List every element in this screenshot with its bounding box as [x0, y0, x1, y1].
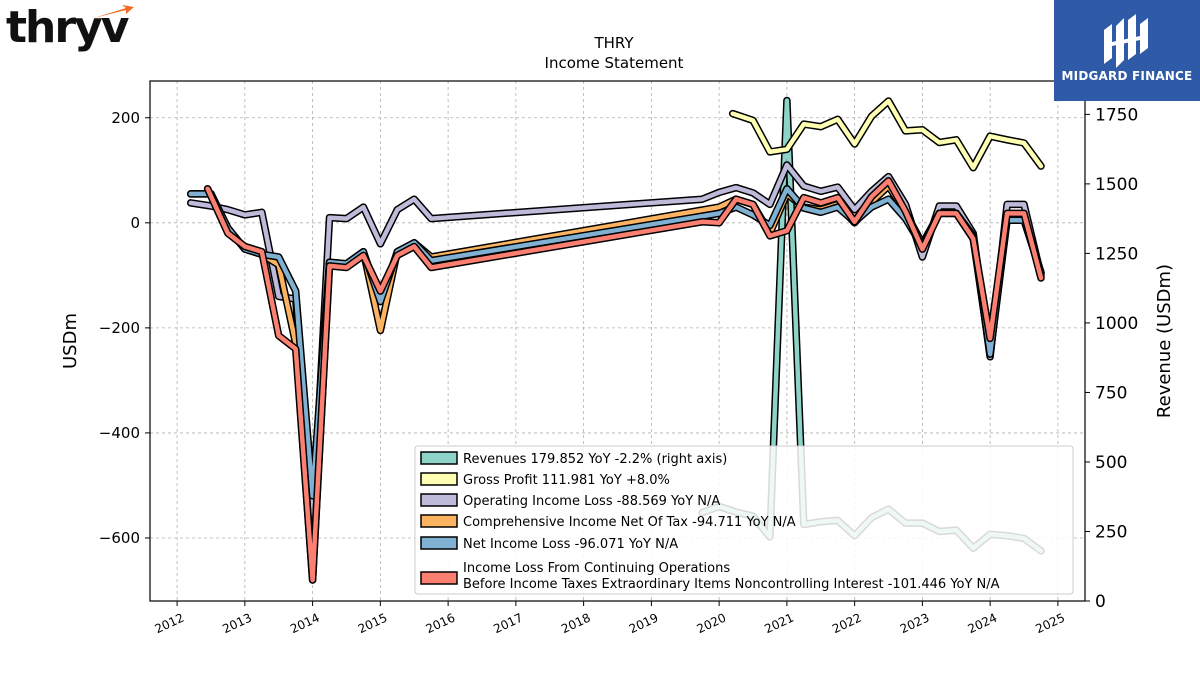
y-right-tick-label: 250 [1095, 522, 1127, 542]
legend-label: Income Loss From Continuing Operations [463, 561, 730, 576]
y-left-tick-label: 0 [130, 214, 140, 232]
x-tick-label: 2021 [762, 611, 796, 637]
series-layer [186, 96, 1045, 584]
chart-title: THRY [593, 34, 634, 52]
y-axis-left-label: USDm [60, 313, 81, 369]
x-tick-label: 2013 [220, 611, 254, 637]
x-tick-label: 2025 [1033, 611, 1067, 637]
legend-swatch [420, 451, 458, 465]
midgard-emblem-icon [1104, 14, 1148, 68]
x-tick-label: 2017 [491, 611, 525, 637]
y-left-tick-label: 200 [111, 109, 140, 127]
y-left-tick-label: −400 [99, 424, 140, 442]
x-tick-label: 2015 [356, 611, 390, 637]
chart-subtitle: Income Statement [545, 54, 684, 72]
y-right-tick-label: 750 [1095, 383, 1127, 403]
y-right-tick-label: 1000 [1095, 314, 1138, 334]
legend-swatch [420, 536, 458, 550]
x-tick-label: 2023 [898, 611, 932, 637]
y-left-tick-label: −600 [99, 529, 140, 547]
x-tick-label: 2024 [966, 611, 1000, 637]
legend-label: Before Income Taxes Extraordinary Items … [463, 577, 1000, 592]
legend: Revenues 179.852 YoY -2.2% (right axis) G… [414, 445, 1074, 595]
legend-swatch [420, 514, 458, 528]
legend-label: Revenues 179.852 YoY -2.2% (right axis) [463, 452, 727, 467]
x-tick-label: 2020 [695, 611, 729, 637]
x-tick-label: 2016 [424, 611, 458, 637]
axis-layer: 2012 2013 2014 2015 2016 2017 2018 2019 2020 2021… [99, 105, 1138, 636]
legend-box [414, 445, 1074, 595]
legend-label: Gross Profit 111.981 YoY +8.0% [463, 473, 670, 488]
x-tick-label: 2018 [559, 611, 593, 637]
x-tick-label: 2019 [627, 611, 661, 637]
y-right-tick-label: 0 [1095, 592, 1106, 612]
midgard-finance-name: MIDGARD FINANCE [1061, 69, 1193, 83]
legend-swatch [420, 493, 458, 507]
legend-label: Comprehensive Income Net Of Tax -94.711 … [463, 515, 796, 530]
legend-label: Operating Income Loss -88.569 YoY N/A [463, 494, 720, 509]
legend-swatch [420, 571, 458, 585]
series-outline-gross-profit [728, 97, 1045, 172]
y-left-tick-label: −200 [99, 319, 140, 337]
y-axis-right-label: Revenue (USDm) [1154, 264, 1175, 418]
legend-label: Net Income Loss -96.071 YoY N/A [463, 537, 678, 552]
legend-swatch [420, 472, 458, 486]
y-right-tick-label: 500 [1095, 453, 1127, 473]
x-tick-label: 2022 [830, 611, 864, 637]
x-tick-label: 2012 [153, 611, 187, 637]
thryv-logo-text: thryv [6, 2, 129, 53]
y-right-tick-label: 1500 [1095, 175, 1138, 195]
thryv-logo: thryv [6, 4, 136, 56]
logo-accent-icon [94, 5, 134, 18]
y-right-tick-label: 1750 [1095, 105, 1138, 125]
x-tick-label: 2014 [288, 611, 322, 637]
y-right-tick-label: 1250 [1095, 244, 1138, 264]
plot-frame [149, 80, 1086, 602]
series-line-gross-profit [730, 98, 1044, 170]
series-line-income-loss-from-continuing-operations-b [205, 178, 1044, 583]
midgard-finance-logo: MIDGARD FINANCE [1054, 0, 1200, 101]
